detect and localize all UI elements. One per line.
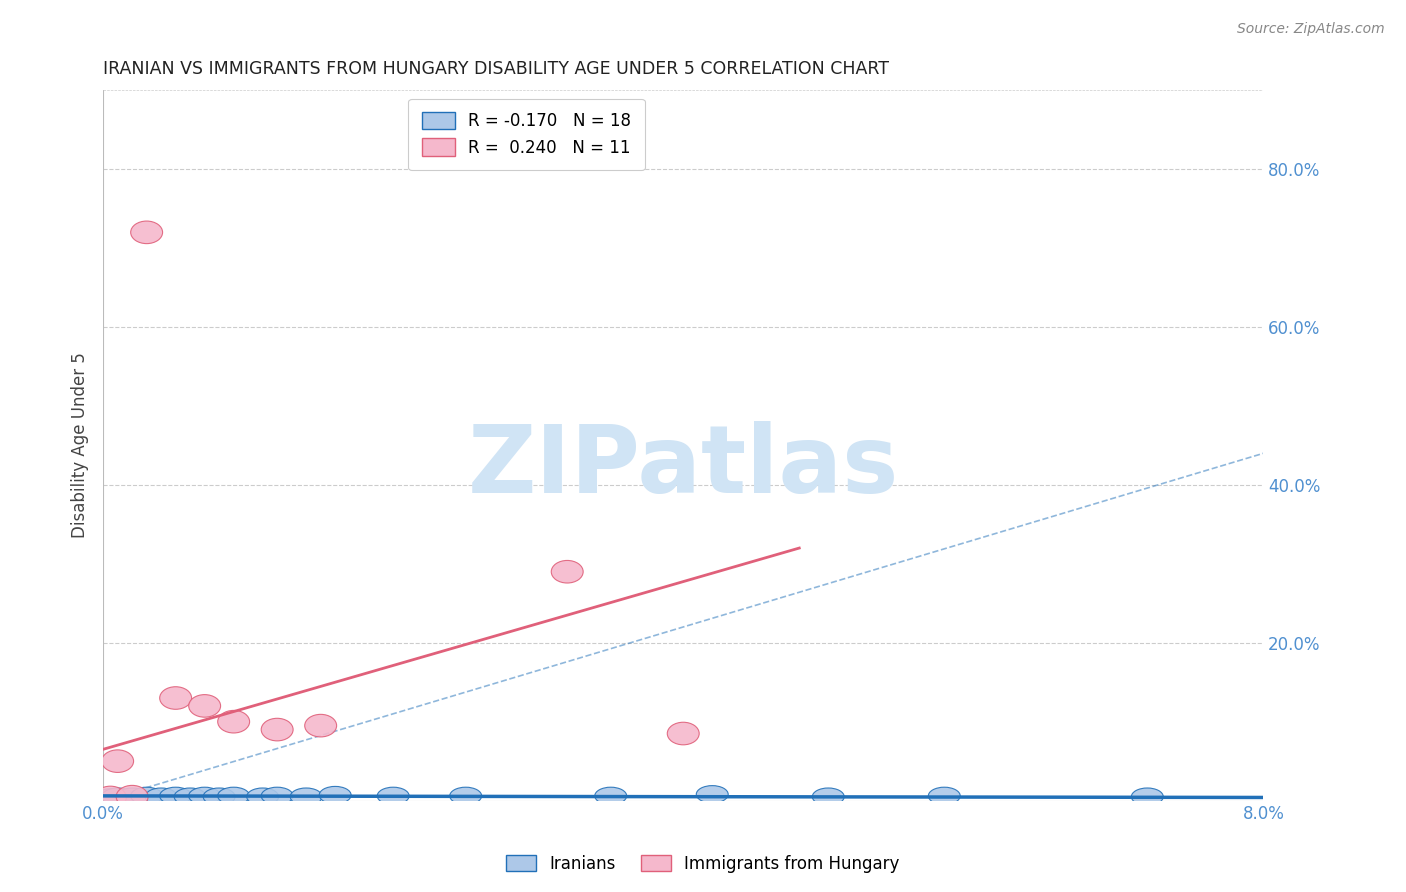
Ellipse shape	[145, 788, 177, 805]
Ellipse shape	[928, 788, 960, 805]
Ellipse shape	[117, 785, 148, 808]
Ellipse shape	[450, 788, 482, 805]
Ellipse shape	[551, 560, 583, 583]
Ellipse shape	[319, 787, 352, 804]
Text: Source: ZipAtlas.com: Source: ZipAtlas.com	[1237, 22, 1385, 37]
Ellipse shape	[1132, 788, 1163, 805]
Ellipse shape	[204, 788, 235, 805]
Ellipse shape	[188, 788, 221, 805]
Ellipse shape	[218, 788, 250, 805]
Ellipse shape	[117, 788, 148, 805]
Ellipse shape	[595, 788, 627, 805]
Ellipse shape	[696, 786, 728, 803]
Legend: Iranians, Immigrants from Hungary: Iranians, Immigrants from Hungary	[499, 848, 907, 880]
Ellipse shape	[160, 788, 191, 805]
Ellipse shape	[94, 789, 127, 806]
Ellipse shape	[290, 788, 322, 805]
Ellipse shape	[246, 788, 278, 805]
Text: ZIPatlas: ZIPatlas	[468, 421, 898, 513]
Ellipse shape	[188, 695, 221, 717]
Legend: R = -0.170   N = 18, R =  0.240   N = 11: R = -0.170 N = 18, R = 0.240 N = 11	[408, 99, 645, 170]
Text: IRANIAN VS IMMIGRANTS FROM HUNGARY DISABILITY AGE UNDER 5 CORRELATION CHART: IRANIAN VS IMMIGRANTS FROM HUNGARY DISAB…	[103, 60, 889, 78]
Ellipse shape	[131, 221, 163, 244]
Ellipse shape	[174, 788, 207, 805]
Ellipse shape	[218, 710, 250, 733]
Ellipse shape	[94, 786, 127, 809]
Ellipse shape	[305, 714, 336, 737]
Ellipse shape	[377, 788, 409, 805]
Ellipse shape	[813, 788, 844, 805]
Ellipse shape	[262, 788, 292, 805]
Ellipse shape	[262, 718, 292, 741]
Ellipse shape	[160, 687, 191, 709]
Ellipse shape	[668, 723, 699, 745]
Y-axis label: Disability Age Under 5: Disability Age Under 5	[72, 352, 89, 539]
Ellipse shape	[101, 750, 134, 772]
Ellipse shape	[131, 788, 163, 805]
Ellipse shape	[101, 788, 134, 805]
